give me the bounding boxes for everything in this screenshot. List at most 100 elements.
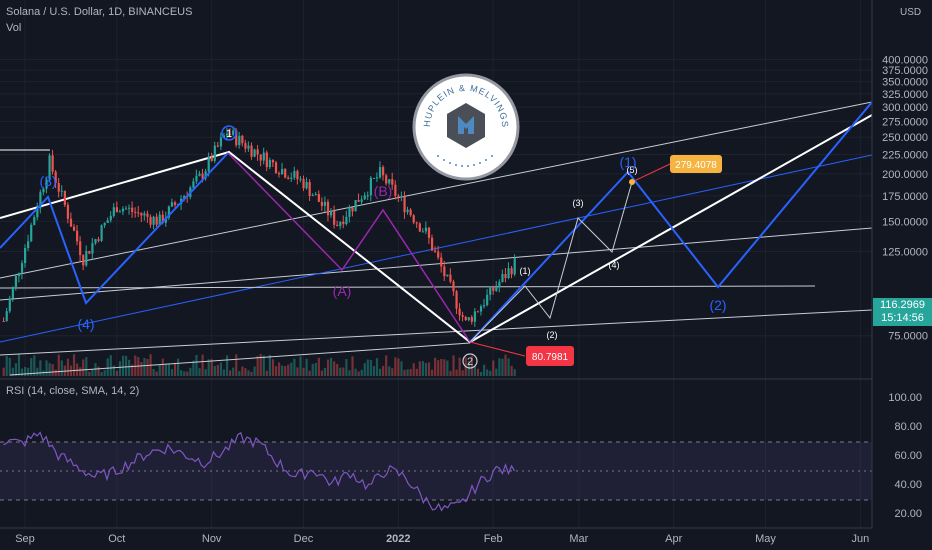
rsi-axis[interactable]: 100.00 80.00 60.00 40.00 20.00 (888, 392, 922, 520)
low-callout-box (526, 346, 574, 366)
time-axis[interactable]: Sep Oct Nov Dec 2022 Feb Mar Apr May Jun (0, 527, 872, 545)
candle-body (345, 216, 348, 225)
volume-bar (201, 354, 204, 376)
time-tick-label: Oct (108, 533, 125, 545)
candle-body (170, 202, 174, 207)
volume-bar (253, 366, 256, 376)
volume-bar (51, 364, 54, 376)
volume-bar (152, 368, 155, 376)
volume-bar (158, 364, 161, 376)
wave-circle-1 (221, 125, 237, 141)
candle-body (314, 194, 317, 196)
volume-bar (106, 358, 109, 376)
candle-body (30, 224, 33, 242)
candle-body (14, 276, 18, 287)
candle-body (76, 230, 79, 242)
blue-wave-path (0, 152, 229, 305)
volume-bar (82, 359, 85, 376)
time-tick-label: May (755, 533, 776, 545)
candle-body (66, 204, 70, 219)
candle-body (323, 201, 327, 206)
candle-body (60, 190, 63, 192)
blue-lower-line (9, 342, 471, 376)
candle-body (388, 179, 391, 184)
candle-body (63, 190, 66, 205)
candle-body (397, 195, 400, 197)
rsi-line (3, 431, 516, 512)
rsi-tick-label: 100.00 (888, 392, 922, 404)
volume-bar (146, 359, 149, 376)
candle-body (412, 215, 415, 223)
volume-bar (170, 369, 174, 376)
candle-body (406, 209, 409, 213)
candle-body (467, 317, 470, 321)
volume-bar (173, 362, 177, 376)
candle-body (434, 250, 437, 252)
volume-bar (167, 364, 171, 376)
candle-body (449, 274, 452, 282)
volume-bar (317, 357, 320, 376)
volume-bar (388, 366, 391, 376)
candle-body (72, 226, 76, 231)
volume-bar (204, 369, 207, 376)
candle-body (42, 188, 45, 193)
volume-bar (406, 369, 409, 376)
volume-bar (91, 369, 94, 376)
candle-body (495, 286, 498, 291)
volume-bar (510, 365, 513, 376)
volume-bar (296, 367, 299, 376)
rsi-band (0, 442, 872, 500)
time-tick-label: Mar (569, 533, 588, 545)
rsi-pane[interactable] (0, 378, 872, 512)
price-axis[interactable]: 400.0000375.0000350.0000325.0000300.0000… (871, 0, 928, 528)
red-target-line (631, 163, 671, 183)
volume-bar (186, 371, 189, 376)
volume-bar (121, 355, 125, 376)
candle-body (403, 196, 406, 213)
volume-bar (397, 358, 400, 376)
volume-bar (446, 360, 449, 376)
candle-body (333, 210, 336, 225)
volume-bar (36, 367, 39, 376)
candle-body (82, 255, 85, 266)
volume-bar (333, 361, 336, 376)
volume-bar (479, 371, 483, 376)
volume-bar (360, 369, 363, 376)
volume-bar (385, 355, 388, 376)
volume-bar (366, 359, 369, 376)
volume-bar (421, 361, 424, 376)
volume-bar (225, 355, 229, 376)
candle-body (91, 243, 94, 254)
price-tick-label: 275.0000 (882, 116, 928, 128)
volume-bar (219, 362, 223, 376)
price-callouts: 279.4078 80.7981 (526, 155, 722, 366)
volume-bar (323, 367, 327, 376)
volume-bar (336, 363, 339, 376)
volume-bar (430, 369, 434, 376)
red-low-line (469, 341, 526, 357)
candle-body (222, 135, 226, 138)
candle-body (161, 214, 164, 223)
candle-body (339, 221, 342, 226)
volume-bar (222, 369, 226, 376)
time-tick-label: Nov (202, 533, 222, 545)
candle-body (256, 149, 259, 155)
candle-body (51, 155, 54, 172)
candle-body (250, 145, 253, 157)
volume-bar (492, 360, 495, 376)
volume-bar (486, 369, 489, 376)
candle-body (360, 199, 363, 202)
candle-body (418, 223, 421, 232)
candle-body (112, 207, 115, 216)
price-tick-label: 375.0000 (882, 65, 928, 77)
volume-bar (39, 360, 42, 376)
current-price-value: 116.2969 (879, 299, 926, 311)
candle-body (424, 227, 428, 232)
wave-label-blue-1: 1 (226, 128, 232, 140)
volume-bar (281, 365, 284, 376)
volume-bar (473, 365, 477, 376)
candle-body (225, 133, 229, 136)
candle-body (372, 177, 376, 179)
candle-body (57, 183, 60, 192)
